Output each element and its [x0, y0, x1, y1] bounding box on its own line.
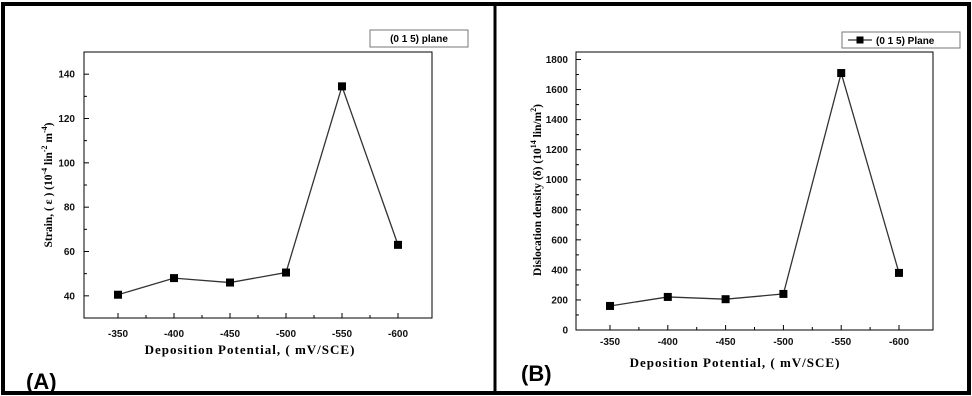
y-axis-label-a-mid: lin — [43, 152, 55, 168]
x-tick-label-b: -500 — [773, 337, 793, 348]
y-tick-label-b: 0 — [562, 326, 568, 337]
legend-box-b — [841, 31, 961, 49]
data-point-b — [895, 268, 903, 277]
y-tick-label-a: 120 — [58, 114, 75, 125]
x-tick-label-b: -400 — [658, 337, 678, 348]
y-tick-label-b: 1200 — [546, 145, 569, 156]
y-axis-label-a-main: Strain, ( ε ) (10 — [43, 174, 55, 247]
y-axis-label-a-end: ) — [43, 122, 55, 126]
chart-marks-b: 0 200 400 600 800 1000 1200 1400 1600 1800 -350 -40… — [546, 55, 910, 348]
y-tick-label-a: 140 — [58, 70, 75, 81]
x-tick-label-a: -450 — [220, 329, 240, 340]
legend-box-a — [369, 29, 469, 48]
data-point-b — [606, 301, 614, 310]
panel-label-a: (A) — [26, 369, 57, 394]
data-point-a — [114, 290, 122, 299]
y-axis-label-b-end: ) — [532, 104, 544, 108]
y-tick-label-a: 40 — [64, 291, 76, 302]
data-point-a — [338, 82, 346, 91]
panel-b: (0 1 5) Plane Deposition Potential, ( mV… — [521, 31, 961, 386]
data-point-a — [170, 274, 178, 283]
panel-label-b: (B) — [521, 361, 552, 386]
y-tick-label-b: 1000 — [546, 175, 569, 186]
y-tick-label-b: 800 — [551, 205, 568, 216]
y-axis-label-b-exp2: 2 — [529, 108, 538, 112]
x-tick-label-a: -500 — [276, 329, 296, 340]
data-point-a — [226, 278, 234, 287]
legend-marker-b — [856, 36, 864, 44]
y-axis-label-a-mid2: m — [43, 133, 55, 146]
x-tick-label-a: -550 — [332, 329, 352, 340]
data-point-b — [779, 289, 788, 298]
y-tick-label-b: 400 — [551, 265, 568, 276]
y-tick-label-a: 80 — [64, 203, 76, 214]
y-tick-label-b: 200 — [551, 295, 568, 306]
data-point-b — [721, 295, 730, 304]
data-point-a — [282, 268, 290, 277]
y-axis-label-a-exp2: -2 — [40, 146, 49, 153]
x-axis-label-a: Deposition Potential, ( mV/SCE) — [145, 342, 356, 357]
x-tick-label-b: -600 — [889, 337, 909, 348]
chart-marks-a: 40 60 80 100 120 140 -350 -400 -450 -500 -550 -600 — [58, 70, 408, 340]
y-axis-label-b-mid: lin/m — [532, 111, 544, 140]
series-line-b — [609, 70, 900, 307]
y-tick-label-b: 1400 — [546, 115, 569, 126]
data-point-b — [663, 292, 672, 301]
series-line-a — [117, 84, 399, 296]
x-tick-label-b: -550 — [831, 337, 851, 348]
legend-a: (0 1 5) plane — [369, 29, 469, 48]
y-axis-label-b: Dislocation density (δ) (1014 lin/m2) — [529, 104, 544, 276]
y-axis-label-a-exp3: -4 — [40, 126, 49, 133]
y-axis-label-b-main: Dislocation density (δ) (10 — [532, 148, 544, 276]
panel-a: (0 1 5) plane Deposition Potential, ( mV… — [26, 29, 469, 394]
data-point-a — [394, 240, 402, 249]
x-tick-label-a: -600 — [388, 329, 408, 340]
data-point-b — [837, 69, 846, 78]
y-tick-label-a: 60 — [64, 247, 76, 258]
y-axis-label-a-exp1: -4 — [40, 168, 49, 175]
x-tick-label-a: -350 — [108, 329, 128, 340]
y-tick-label-a: 100 — [58, 158, 75, 169]
y-axis-label-b-exp1: 14 — [529, 140, 538, 148]
x-axis-label-b: Deposition Potential, ( mV/SCE) — [630, 355, 841, 370]
legend-label-a: (0 1 5) plane — [390, 34, 448, 45]
y-axis-label-a: Strain, ( ε ) (10-4 lin-2 m-4) — [40, 122, 55, 247]
legend-b: (0 1 5) Plane — [841, 31, 961, 49]
x-tick-label-b: -450 — [716, 337, 736, 348]
x-tick-label-a: -400 — [164, 329, 184, 340]
y-tick-label-b: 1600 — [546, 85, 569, 96]
legend-label-b: (0 1 5) Plane — [876, 36, 935, 47]
y-tick-label-b: 1800 — [546, 55, 569, 66]
y-tick-label-b: 600 — [551, 235, 568, 246]
plot-frame-b — [575, 51, 934, 331]
x-tick-label-b: -350 — [600, 337, 620, 348]
